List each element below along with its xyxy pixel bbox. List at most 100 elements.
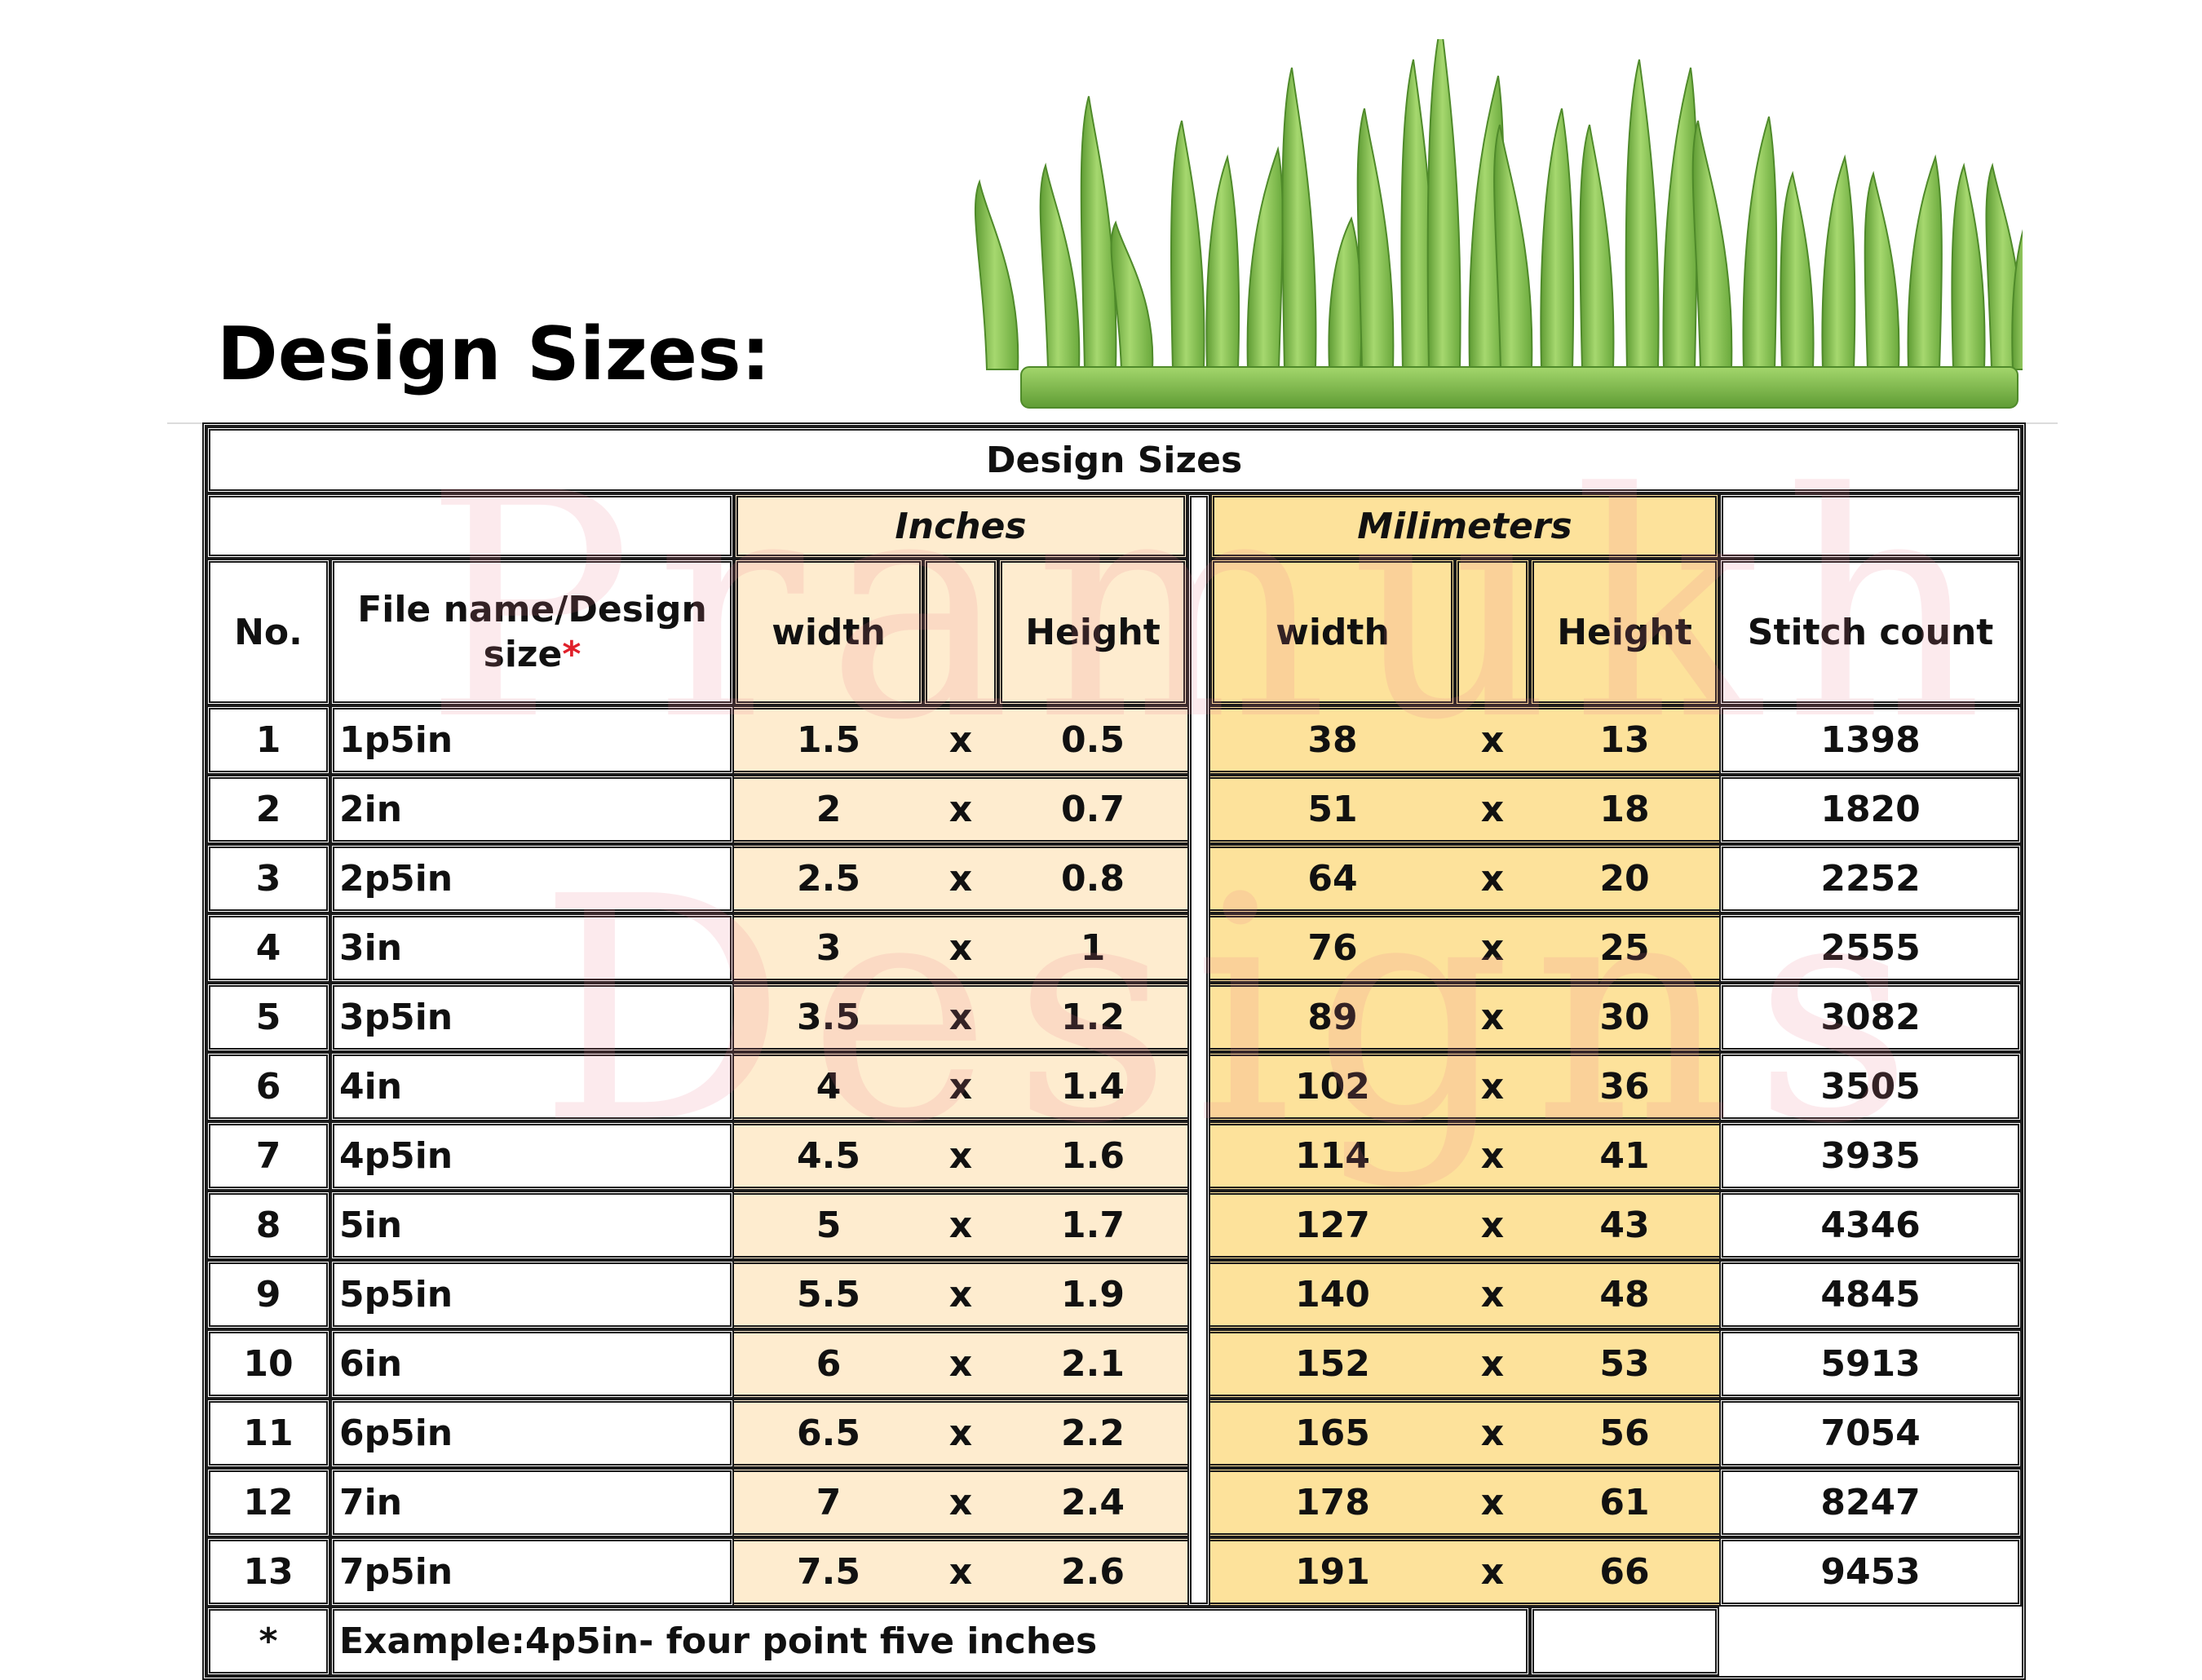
cell-inches-x: x [923, 1052, 998, 1121]
table-row: 4 3in 3 x 1 76 x 25 2555 [206, 913, 2023, 983]
grass-blade [1742, 116, 1778, 370]
cell-inches-width: 7 [734, 1468, 923, 1537]
grass-blade [1205, 154, 1240, 370]
cell-inches-width: 6 [734, 1329, 923, 1399]
cell-no: 12 [206, 1468, 330, 1537]
cell-stitch-count: 2555 [1719, 913, 2023, 983]
cell-file-name: 7in [330, 1468, 734, 1537]
cell-mm-x: x [1455, 705, 1530, 775]
cell-mm-width: 89 [1210, 983, 1455, 1052]
cell-stitch-count: 4346 [1719, 1191, 2023, 1260]
cell-inches-height: 2.2 [998, 1399, 1187, 1468]
group-header-inches: Inches [734, 493, 1187, 559]
cell-mm-x: x [1455, 1329, 1530, 1399]
grass-blade [1426, 39, 1461, 370]
cell-stitch-count: 2252 [1719, 844, 2023, 913]
cell-inches-x: x [923, 1399, 998, 1468]
cell-stitch-count: 3505 [1719, 1052, 2023, 1121]
cell-mm-height: 41 [1530, 1121, 1719, 1191]
cell-inches-height: 1.6 [998, 1121, 1187, 1191]
cell-file-name: 4in [330, 1052, 734, 1121]
grass-blade [1110, 220, 1154, 370]
grass-blade [1170, 120, 1205, 370]
cell-stitch-count: 3082 [1719, 983, 2023, 1052]
cell-mm-width: 76 [1210, 913, 1455, 983]
cell-inches-height: 1.9 [998, 1260, 1187, 1329]
cell-mm-height: 61 [1530, 1468, 1719, 1537]
cell-inches-width: 5.5 [734, 1260, 923, 1329]
cell-mm-x: x [1455, 1121, 1530, 1191]
table-row: 1 1p5in 1.5 x 0.5 38 x 13 1398 [206, 705, 2023, 775]
cell-inches-width: 2 [734, 775, 923, 844]
cell-mm-height: 20 [1530, 844, 1719, 913]
cell-inches-width: 3 [734, 913, 923, 983]
cell-inches-height: 0.7 [998, 775, 1187, 844]
footnote-blank-cell [1530, 1607, 1719, 1676]
cell-mm-height: 48 [1530, 1260, 1719, 1329]
cell-inches-height: 1.4 [998, 1052, 1187, 1121]
cell-inches-x: x [923, 705, 998, 775]
cell-mm-width: 114 [1210, 1121, 1455, 1191]
grass-blade [1691, 120, 1733, 370]
header-stitch-count: Stitch count [1719, 559, 2023, 705]
table-title: Design Sizes [206, 427, 2023, 493]
blank-header-cell [1719, 493, 2023, 559]
cell-no: 10 [206, 1329, 330, 1399]
cell-inches-x: x [923, 1191, 998, 1260]
grass-blade [974, 179, 1019, 370]
cell-inches-width: 4.5 [734, 1121, 923, 1191]
cell-inches-width: 2.5 [734, 844, 923, 913]
cell-mm-x: x [1455, 1191, 1530, 1260]
cell-stitch-count: 4845 [1719, 1260, 2023, 1329]
cell-inches-height: 1.2 [998, 983, 1187, 1052]
header-inches-x [923, 559, 998, 705]
grass-blade [1662, 67, 1698, 370]
grass-blade [1281, 67, 1317, 370]
cell-stitch-count: 1398 [1719, 705, 2023, 775]
cell-inches-width: 1.5 [734, 705, 923, 775]
cell-stitch-count: 5913 [1719, 1329, 2023, 1399]
cell-inches-x: x [923, 983, 998, 1052]
grass-embroidery-icon [974, 39, 2023, 409]
grass-blade [2011, 229, 2023, 370]
cell-stitch-count: 7054 [1719, 1399, 2023, 1468]
footnote-star: * [562, 634, 581, 675]
cell-inches-height: 2.1 [998, 1329, 1187, 1399]
cell-mm-height: 18 [1530, 775, 1719, 844]
grass-blade [1864, 170, 1900, 370]
grass-blade [1540, 108, 1575, 370]
cell-mm-width: 64 [1210, 844, 1455, 913]
cell-mm-x: x [1455, 775, 1530, 844]
cell-inches-width: 6.5 [734, 1399, 923, 1468]
cell-inches-x: x [923, 775, 998, 844]
cell-inches-height: 0.5 [998, 705, 1187, 775]
cell-mm-x: x [1455, 1537, 1530, 1607]
cell-stitch-count: 3935 [1719, 1121, 2023, 1191]
cell-mm-width: 51 [1210, 775, 1455, 844]
cell-mm-height: 56 [1530, 1399, 1719, 1468]
cell-no: 1 [206, 705, 330, 775]
table-row: 12 7in 7 x 2.4 178 x 61 8247 [206, 1468, 2023, 1537]
cell-mm-height: 66 [1530, 1537, 1719, 1607]
header-file-name-text: File name/Design size [357, 589, 707, 675]
header-no: No. [206, 559, 330, 705]
group-header-millimeters: Milimeters [1210, 493, 1719, 559]
grass-blade [1625, 59, 1660, 370]
header-inches-height: Height [998, 559, 1187, 705]
cell-inches-width: 4 [734, 1052, 923, 1121]
cell-no: 8 [206, 1191, 330, 1260]
cell-mm-width: 102 [1210, 1052, 1455, 1121]
cell-mm-x: x [1455, 1399, 1530, 1468]
cell-no: 6 [206, 1052, 330, 1121]
table-row: 3 2p5in 2.5 x 0.8 64 x 20 2252 [206, 844, 2023, 913]
grass-blade [1907, 154, 1943, 370]
cell-mm-width: 38 [1210, 705, 1455, 775]
footnote-star: * [206, 1607, 330, 1676]
cell-mm-width: 127 [1210, 1191, 1455, 1260]
column-gap [1187, 493, 1210, 1607]
grass-blade [1039, 162, 1081, 370]
cell-inches-height: 1.7 [998, 1191, 1187, 1260]
cell-no: 4 [206, 913, 330, 983]
cell-mm-width: 140 [1210, 1260, 1455, 1329]
table-row: 13 7p5in 7.5 x 2.6 191 x 66 9453 [206, 1537, 2023, 1607]
